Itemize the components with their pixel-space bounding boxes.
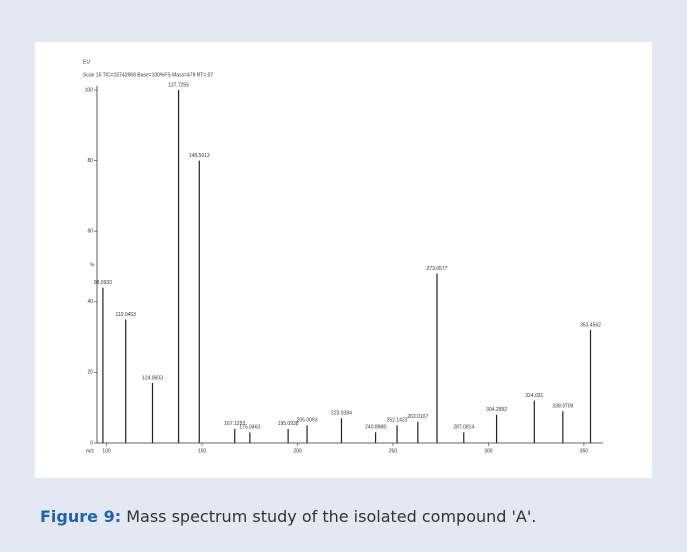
x-tick-label: 350 bbox=[580, 448, 589, 454]
peak-label: 353.4562 bbox=[580, 322, 601, 328]
peak-label: 98.0933 bbox=[94, 280, 112, 286]
y-axis-label: % bbox=[90, 262, 95, 268]
peak-label: 240.8988 bbox=[365, 425, 386, 431]
peak-label: 338.9709 bbox=[552, 404, 573, 410]
caption-text: Mass spectrum study of the isolated comp… bbox=[126, 507, 537, 526]
y-tick-label: 40 bbox=[87, 299, 93, 305]
peak-label: 124.0603 bbox=[142, 375, 163, 381]
corner-label: EU bbox=[83, 59, 90, 65]
y-tick-label: 0 bbox=[90, 440, 93, 446]
peak-label: 263.0107 bbox=[407, 414, 428, 420]
peak-label: 287.0814 bbox=[453, 425, 474, 431]
peak-label: 148.5613 bbox=[189, 153, 210, 159]
x-tick-label: 200 bbox=[293, 448, 302, 454]
peak-label: 273.0577 bbox=[427, 266, 448, 272]
peak-label: 205.0093 bbox=[297, 418, 318, 424]
y-tick-label: 60 bbox=[87, 229, 93, 235]
peak-label: 167.1253 bbox=[224, 421, 245, 427]
peak-label: 324.031 bbox=[525, 393, 543, 399]
x-tick-label: 300 bbox=[484, 448, 493, 454]
peak-label: 110.0453 bbox=[115, 312, 136, 318]
peak-label: 137.7255 bbox=[168, 82, 189, 88]
x-tick-label: 100 bbox=[102, 448, 111, 454]
x-tick-label: 150 bbox=[198, 448, 207, 454]
y-tick-label: 80 bbox=[87, 158, 93, 164]
chart-header: Scan 15 TIC=15742968 Base=100%FS Mass=47… bbox=[83, 72, 213, 78]
caption-label: Figure 9: bbox=[40, 507, 122, 526]
figure-panel: EU Scan 15 TIC=15742968 Base=100%FS Mass… bbox=[35, 42, 652, 478]
peak-label: 195.0938 bbox=[278, 421, 299, 427]
y-tick-label: 100 bbox=[85, 87, 94, 93]
chart: EU Scan 15 TIC=15742968 Base=100%FS Mass… bbox=[83, 59, 603, 454]
peak-label: 223.0384 bbox=[331, 411, 352, 417]
caption: Figure 9: Mass spectrum study of the iso… bbox=[40, 507, 536, 526]
peak-label: 304.2582 bbox=[486, 407, 507, 413]
y-tick-label: 20 bbox=[87, 370, 93, 376]
peak-label: 175.0463 bbox=[239, 425, 260, 431]
x-tick-label: 250 bbox=[389, 448, 398, 454]
x-axis-label: m/z bbox=[86, 448, 95, 454]
peak-label: 252.1423 bbox=[387, 418, 408, 424]
